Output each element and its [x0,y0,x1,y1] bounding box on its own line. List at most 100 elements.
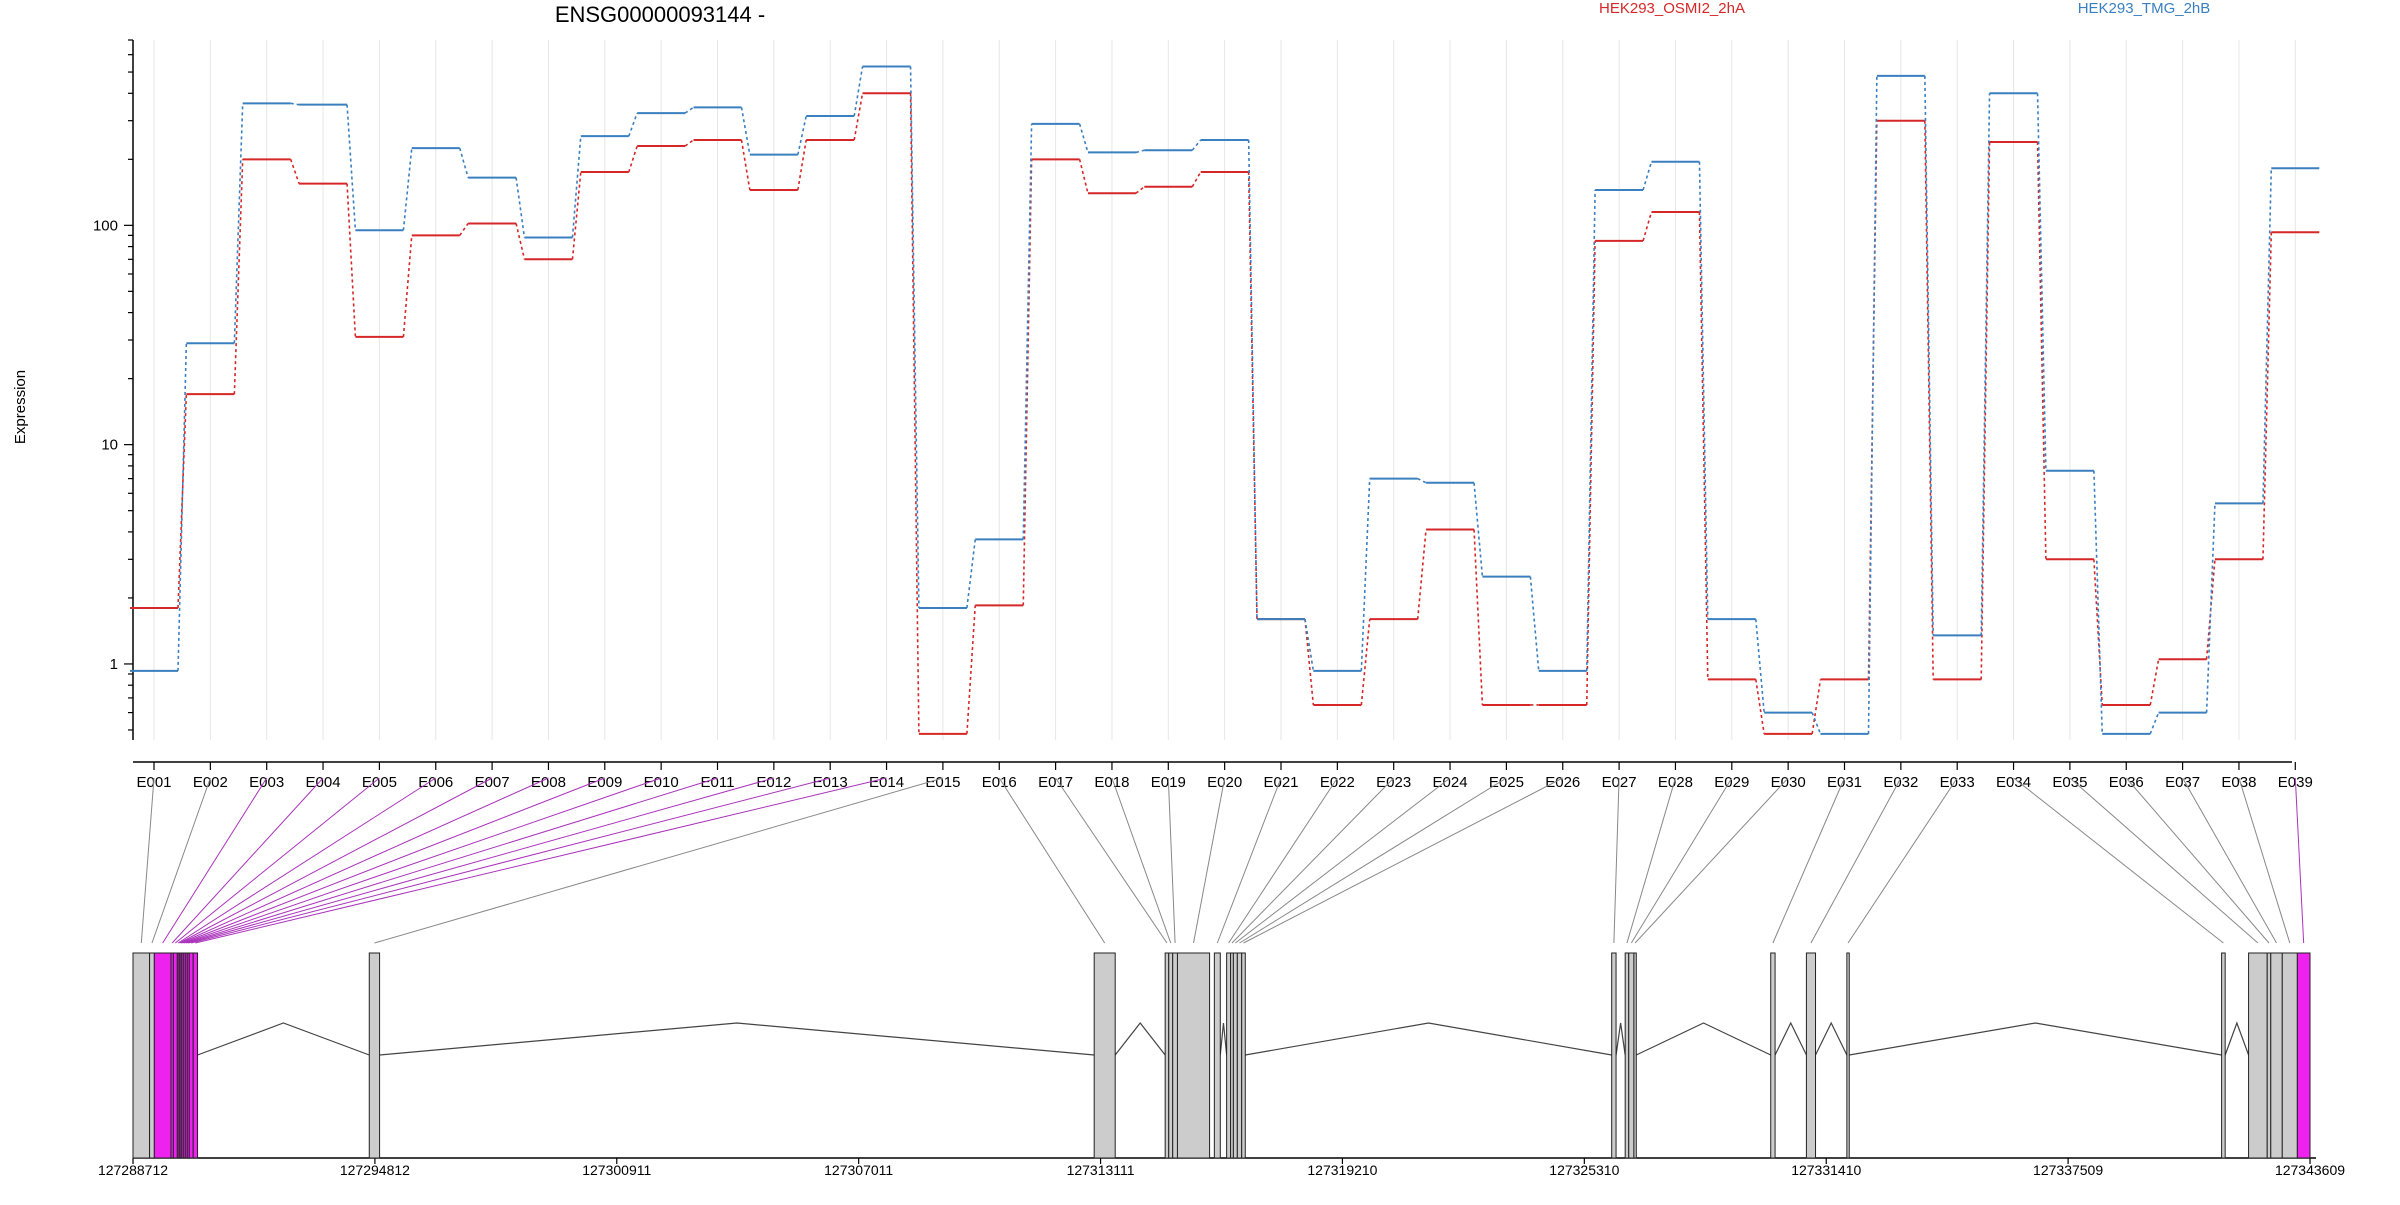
exon-e030 [1633,952,1637,1159]
x-tick-label-e024: E024 [1433,774,1468,791]
x-tick-label-e036: E036 [2109,774,2144,791]
intron-line [1774,1021,1807,1056]
step-connector [571,136,582,238]
connector-e007 [179,777,493,944]
x-tick-label-e006: E006 [418,774,453,791]
connector-e019 [1167,777,1176,944]
connector-e036 [2125,777,2270,944]
step-connector [1867,75,1878,734]
step-connector [2036,93,2047,471]
step-connector [684,139,694,147]
x-tick-label-e020: E020 [1207,774,1242,791]
step-connector [2036,141,2047,560]
step-connector [1473,482,1484,577]
connector-e009 [182,777,605,944]
genomic-coordinate-label: 127325310 [1549,1162,1619,1178]
series-2 [130,65,2320,735]
x-tick-label-e002: E002 [193,774,228,791]
step-connector [1304,619,1315,671]
series-lines [130,65,2320,735]
connector-e035 [2069,777,2259,944]
genomic-coordinate-label: 127300911 [582,1162,651,1178]
x-tick-label-e009: E009 [587,774,622,791]
x-tick-label-e038: E038 [2221,774,2256,791]
exon-e032 [1805,952,1817,1159]
step-connector [1811,712,1822,735]
connector-e034 [2013,777,2224,944]
exon-e013 [188,952,194,1159]
connector-e031 [1772,777,1845,944]
connector-e025 [1239,777,1507,944]
legend-entry-series-1: HEK293_OSMI2_2hA [1599,0,1745,17]
connector-e038 [2238,777,2291,944]
step-connector [853,93,864,141]
legend-entry-series-2: HEK293_TMG_2hB [2078,0,2211,17]
exon-connector-lines [140,777,2305,944]
step-connector [1247,139,1258,620]
intron-line [1219,1022,1228,1056]
step-connector [233,159,244,395]
connector-e013 [191,777,831,944]
step-connector [1642,161,1653,191]
connector-e004 [171,777,324,944]
exon-e014 [192,952,199,1159]
x-tick-label-e030: E030 [1771,774,1806,791]
exon-e036 [2266,952,2272,1159]
step-connector [2149,659,2160,706]
x-tick-label-e015: E015 [925,774,960,791]
chart-title: ENSG00000093144 - [555,2,765,27]
step-connector [290,102,300,106]
exon-e028 [1624,952,1630,1159]
exon-e025 [1236,952,1243,1159]
intron-line [1245,1022,1612,1056]
step-connector [909,66,920,608]
exon-e035 [2248,952,2268,1159]
x-tick-label-e010: E010 [644,774,679,791]
intron-line [1615,1022,1626,1056]
x-tick-label-e033: E033 [1940,774,1975,791]
connector-e020 [1193,777,1226,944]
exon-e016 [1093,952,1116,1159]
exon-e002 [149,952,155,1159]
step-connector [515,177,526,238]
exon-e018 [1168,952,1174,1159]
connector-e016 [998,777,1106,944]
y-tick-label: 10 [101,437,118,454]
step-connector [1980,93,1991,636]
step-connector [346,183,357,337]
step-connector [402,235,413,337]
y-tick-label: 1 [110,656,118,673]
connector-e003 [162,777,268,944]
genomic-coordinate-label: 127294812 [340,1162,410,1178]
step-connector [515,223,526,260]
step-connector [966,605,977,734]
step-connector [459,222,469,236]
connector-e032 [1810,777,1902,944]
connector-e005 [175,777,380,944]
x-tick-label-e012: E012 [756,774,791,791]
step-connector [346,104,357,231]
series-1 [130,92,2320,735]
intron-line [197,1022,370,1056]
connector-e017 [1055,777,1168,944]
connector-e029 [1630,777,1733,944]
step-connector [628,112,638,137]
connector-e022 [1228,777,1338,944]
x-tick-label-e037: E037 [2165,774,2200,791]
step-connector [740,139,751,191]
intron-line [379,1022,1095,1056]
step-connector [1022,123,1033,540]
step-connector [289,159,300,184]
x-tick-label-e017: E017 [1038,774,1073,791]
intron-line [1849,1022,2222,1056]
connector-e023 [1231,777,1395,944]
step-connector [1078,123,1089,153]
step-connector [909,93,920,734]
step-connector [233,103,244,344]
y-tick-label: 100 [93,217,118,234]
vertical-gridlines [153,40,2296,740]
step-connector [571,171,582,260]
y-axis-label: Expression [12,370,29,444]
connector-e028 [1626,777,1676,944]
exon-e022 [1226,952,1232,1159]
